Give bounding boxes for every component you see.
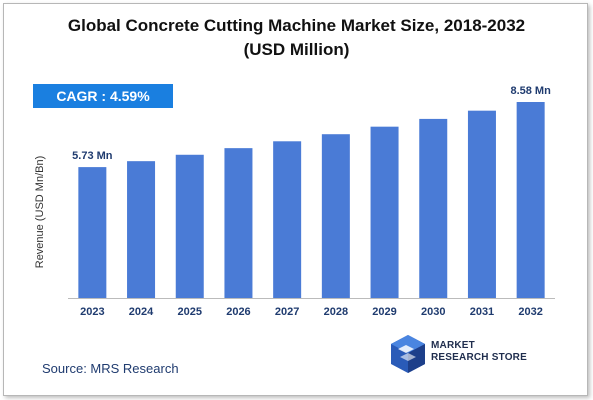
bar-2028	[321, 134, 350, 298]
bar-2032	[516, 102, 545, 298]
y-axis-label-text: Revenue (USD Mn/Bn)	[34, 155, 46, 269]
logo-mark-icon	[391, 335, 425, 373]
cagr-badge: CAGR : 4.59%	[33, 84, 173, 108]
data-label: 5.73 Mn	[72, 150, 113, 162]
chart-title-line2: (USD Million)	[243, 40, 350, 59]
logo-text-line1: MARKET	[431, 340, 475, 351]
logo-text-line2: RESEARCH STORE	[431, 352, 527, 363]
bar-2029	[370, 126, 399, 298]
bar-2030	[419, 118, 448, 299]
x-tick-label: 2026	[226, 306, 250, 318]
bar-2024	[127, 161, 156, 298]
logo-text: MARKET RESEARCH STORE	[431, 340, 527, 364]
chart-title: Global Concrete Cutting Machine Market S…	[0, 14, 593, 62]
chart-title-line1: Global Concrete Cutting Machine Market S…	[67, 16, 526, 35]
bar-2026	[224, 148, 253, 298]
market-research-store-logo: MARKET RESEARCH STORE	[388, 333, 538, 375]
x-tick-label: 2028	[324, 306, 348, 318]
x-tick-label: 2031	[470, 306, 494, 318]
x-tick-label: 2030	[421, 306, 445, 318]
x-tick-label: 2027	[275, 306, 299, 318]
x-tick-label: 2032	[518, 306, 542, 318]
bar-2025	[175, 154, 204, 298]
x-tick-label: 2023	[80, 306, 104, 318]
bar-2027	[273, 141, 302, 298]
bar-2023	[78, 167, 107, 298]
source-note: Source: MRS Research	[42, 361, 179, 376]
x-tick-label: 2025	[178, 306, 202, 318]
x-tick-label: 2024	[129, 306, 154, 318]
x-tick-label: 2029	[372, 306, 396, 318]
data-label: 8.58 Mn	[510, 85, 551, 97]
bar-2031	[467, 110, 496, 298]
